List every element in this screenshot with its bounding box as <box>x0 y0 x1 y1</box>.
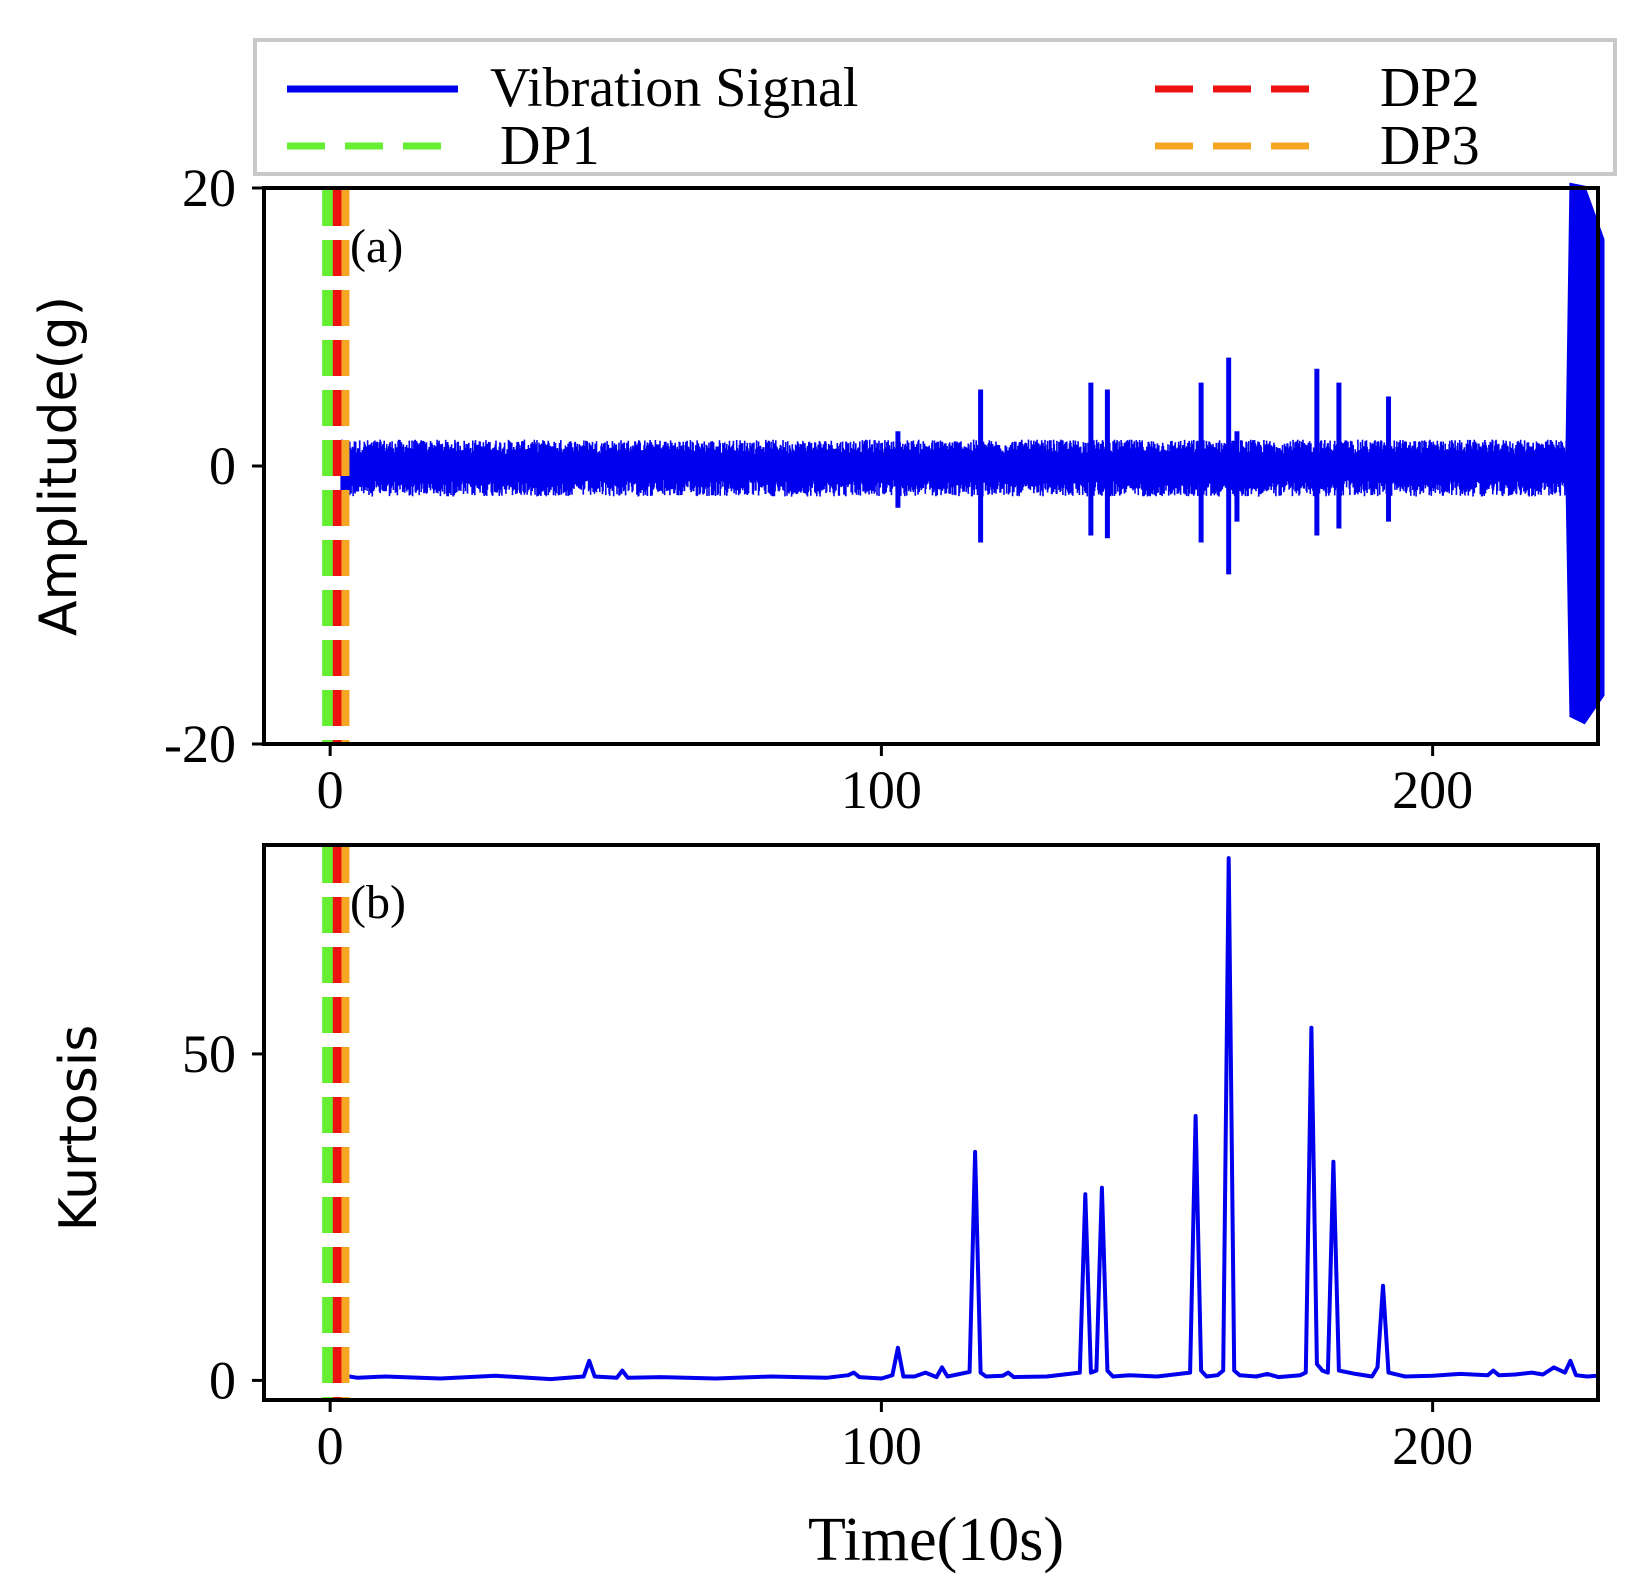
panel-a-plot-area <box>322 182 1605 742</box>
panel-b-frame <box>262 843 1600 1402</box>
panel-a-ylabel: Amplitude(g) <box>29 296 89 636</box>
legend: Vibration Signal DP1 DP2 DP3 <box>253 38 1617 177</box>
legend-frame <box>253 38 1617 176</box>
panel-b-ticks: 0 100 200 0 50 <box>182 1024 1473 1476</box>
panel-a-xtick-label: 100 <box>841 760 922 820</box>
panel-b-xtick-label: 0 <box>317 1416 344 1476</box>
legend-label-dp3: DP3 <box>1380 115 1480 177</box>
vibration-failure-burst <box>1565 182 1605 725</box>
panel-a: 0 100 200 -20 0 20 (a) Amplitude(g) <box>29 158 1605 820</box>
panel-b-plot-area <box>322 847 1599 1398</box>
kurtosis-line <box>340 856 1599 1382</box>
legend-label-vibration: Vibration Signal <box>490 57 858 119</box>
vibration-signal-line <box>340 439 1571 497</box>
panel-b-ylabel: Kurtosis <box>49 1025 109 1232</box>
panel-a-xtick-label: 0 <box>317 760 344 820</box>
panel-a-ytick-label: -20 <box>164 714 236 774</box>
panel-a-xtick-label: 200 <box>1392 760 1473 820</box>
panel-b-xlabel: Time(10s) <box>808 1506 1064 1574</box>
panel-a-label: (a) <box>350 220 403 273</box>
panel-a-ytick-label: 20 <box>182 158 236 218</box>
legend-label-dp1: DP1 <box>500 115 600 177</box>
panel-b-ytick-label: 0 <box>209 1350 236 1410</box>
panel-b-xtick-label: 100 <box>841 1416 922 1476</box>
panel-b-xtick-label: 200 <box>1392 1416 1473 1476</box>
panel-a-ytick-label: 0 <box>209 436 236 496</box>
legend-label-dp2: DP2 <box>1380 57 1480 119</box>
panel-a-ticks: 0 100 200 -20 0 20 <box>164 158 1473 820</box>
panel-b-label: (b) <box>350 876 406 929</box>
panel-b: 0 100 200 0 50 (b) Kurtosis Time(10s) <box>49 843 1600 1574</box>
panel-b-ytick-label: 50 <box>182 1024 236 1084</box>
